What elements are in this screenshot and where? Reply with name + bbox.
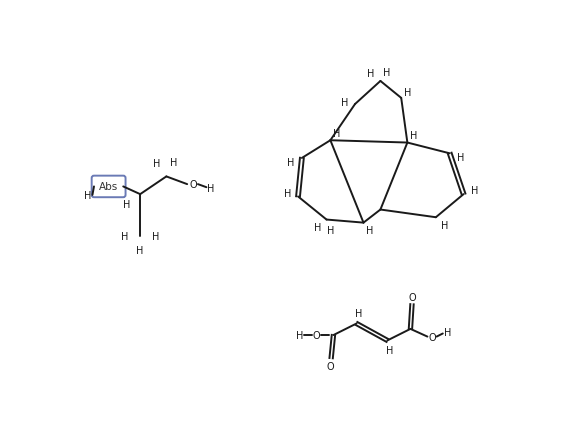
Text: O: O xyxy=(409,292,416,302)
Text: H: H xyxy=(153,159,161,169)
FancyBboxPatch shape xyxy=(91,176,126,198)
Text: H: H xyxy=(283,188,291,198)
Text: H: H xyxy=(355,309,362,319)
Text: H: H xyxy=(367,69,375,79)
Text: H: H xyxy=(207,184,214,194)
Text: O: O xyxy=(428,332,436,342)
Text: H: H xyxy=(333,128,340,138)
Text: H: H xyxy=(121,232,128,242)
Text: H: H xyxy=(170,157,178,167)
Text: H: H xyxy=(366,226,373,236)
Text: H: H xyxy=(441,220,449,230)
Text: H: H xyxy=(457,153,464,163)
Text: H: H xyxy=(471,186,479,196)
Text: O: O xyxy=(327,361,334,371)
Text: H: H xyxy=(327,226,334,236)
Text: H: H xyxy=(296,330,303,340)
Text: H: H xyxy=(123,200,130,210)
Text: H: H xyxy=(341,98,348,107)
Text: Abs: Abs xyxy=(99,182,118,192)
Text: H: H xyxy=(444,327,451,337)
Text: H: H xyxy=(386,345,394,355)
Text: O: O xyxy=(190,180,197,190)
Text: H: H xyxy=(314,223,321,233)
Text: H: H xyxy=(152,232,159,242)
Text: H: H xyxy=(410,131,417,141)
Text: H: H xyxy=(84,191,91,201)
Text: O: O xyxy=(313,330,320,340)
Text: H: H xyxy=(287,157,295,167)
Text: H: H xyxy=(404,88,411,98)
Text: H: H xyxy=(136,246,144,256)
Text: H: H xyxy=(383,67,390,78)
